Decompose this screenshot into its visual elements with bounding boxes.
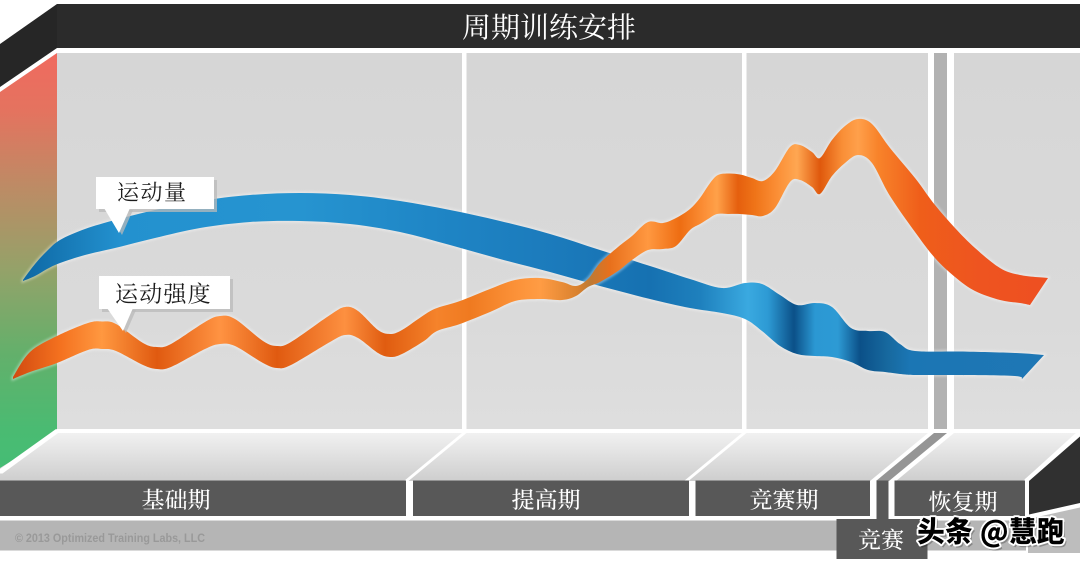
svg-text:© 2013 Optimized Training Labs: © 2013 Optimized Training Labs, LLC [15,531,205,545]
